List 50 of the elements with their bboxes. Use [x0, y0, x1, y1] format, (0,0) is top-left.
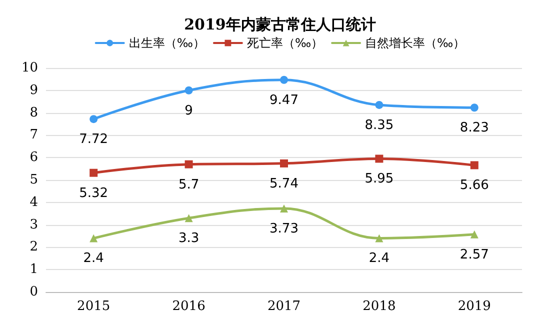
- point: [375, 154, 384, 163]
- x-tick-label: 2016: [172, 299, 206, 314]
- data-label: 5.32: [79, 186, 108, 201]
- point: [375, 234, 384, 242]
- point: [90, 168, 98, 177]
- data-label: 2.4: [83, 251, 104, 266]
- y-tick-label: 10: [21, 60, 38, 76]
- point: [184, 214, 193, 222]
- point: [280, 204, 288, 212]
- legend-label: 自然增长率（‰）: [365, 36, 466, 50]
- point: [184, 160, 193, 168]
- legend-label: 出生率（‰）: [128, 36, 205, 50]
- data-label: 8.35: [364, 118, 394, 133]
- y-tick-label: 6: [30, 150, 38, 166]
- data-label: 5.66: [460, 178, 489, 194]
- y-tick-label: 1: [30, 262, 38, 278]
- legend-label: 死亡率（‰）: [246, 36, 324, 50]
- data-label: 5.95: [364, 172, 394, 187]
- data-label: 5.7: [178, 177, 200, 192]
- y-tick-label: 0: [30, 284, 38, 300]
- point: [470, 104, 478, 112]
- data-label: 9: [184, 103, 193, 118]
- y-tick-label: 9: [30, 82, 38, 98]
- y-tick-label: 8: [30, 105, 38, 120]
- y-tick-label: 2: [30, 240, 38, 255]
- data-label: 8.23: [460, 120, 489, 136]
- point: [184, 86, 193, 94]
- data-label: 9.47: [270, 92, 298, 108]
- chart-title: 2019年内蒙古常住人口统计: [184, 16, 376, 34]
- data-label: 7.72: [79, 132, 108, 148]
- point: [280, 159, 288, 168]
- x-tick-label: 2018: [362, 299, 396, 314]
- point: [90, 115, 98, 124]
- point: [280, 76, 288, 84]
- x-tick-label: 2015: [77, 299, 110, 314]
- data-label: 3.73: [270, 221, 298, 236]
- x-tick-label: 2019: [458, 299, 491, 314]
- data-label: 5.74: [270, 176, 298, 192]
- y-tick-label: 5: [30, 172, 38, 188]
- point: [375, 100, 384, 109]
- x-tick-label: 2017: [267, 299, 301, 314]
- data-label: 2.4: [368, 251, 390, 266]
- point: [470, 230, 478, 238]
- data-label: 2.57: [460, 247, 489, 262]
- point: [90, 234, 98, 242]
- point: [470, 161, 478, 170]
- y-tick-label: 7: [30, 128, 38, 143]
- data-label: 3.3: [178, 231, 200, 246]
- y-tick-label: 4: [30, 194, 38, 210]
- y-tick-label: 3: [30, 217, 38, 232]
